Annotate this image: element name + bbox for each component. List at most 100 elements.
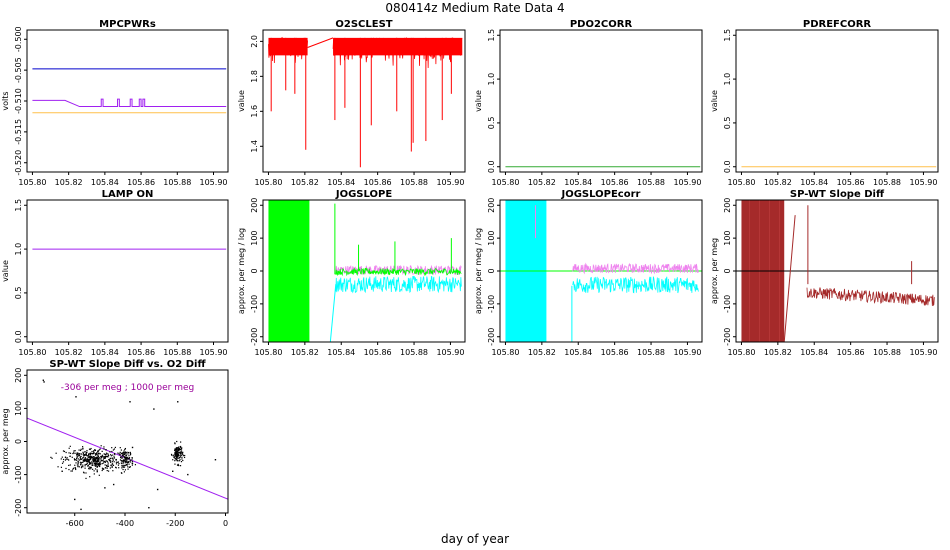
scatter-point: [106, 461, 109, 463]
scatter-point: [89, 452, 91, 454]
panel-title: LAMP ON: [102, 189, 154, 200]
scatter-point: [101, 450, 103, 452]
y-tick-label: 100: [487, 230, 496, 245]
x-tick-label: 105.84: [327, 348, 355, 357]
x-tick-label: 0: [223, 519, 228, 528]
scatter-point: [126, 458, 128, 460]
scatter-point: [175, 456, 178, 458]
x-tick-label: 105.82: [55, 178, 83, 187]
scatter-outlier: [80, 508, 82, 511]
scatter-point: [174, 451, 176, 454]
scatter-point: [90, 462, 92, 464]
scatter-point: [105, 464, 108, 467]
panel-ylabel: value: [474, 90, 483, 112]
scatter-point: [181, 447, 183, 449]
scatter-point: [119, 451, 121, 453]
scatter-point: [92, 468, 94, 470]
scatter-point: [62, 461, 65, 463]
scatter-point: [100, 458, 102, 460]
y-tick-label: 200: [723, 198, 732, 213]
scatter-point: [84, 458, 86, 460]
scatter-point: [129, 452, 131, 454]
y-tick-label: 100: [14, 401, 23, 416]
scatter-point: [123, 450, 125, 452]
scatter-point: [83, 456, 85, 458]
scatter-point: [78, 466, 80, 468]
scatter-point: [174, 460, 176, 462]
scatter-point: [101, 469, 103, 472]
scatter-point: [86, 463, 88, 466]
scatter-point: [85, 472, 87, 474]
scatter-point: [101, 467, 104, 469]
scatter-point: [99, 463, 102, 465]
scatter-point: [96, 469, 98, 471]
scatter-point: [176, 447, 179, 449]
x-tick-label: -400: [116, 519, 134, 528]
scatter-point: [89, 463, 91, 465]
noise-trace: [806, 287, 935, 307]
scatter-point: [74, 459, 76, 461]
scatter-point: [91, 457, 93, 459]
scatter-point: [180, 454, 182, 457]
scatter-point: [98, 462, 100, 464]
scatter-point: [104, 455, 106, 457]
scatter-point: [122, 465, 124, 467]
y-tick-label: 0.5: [14, 287, 23, 300]
scatter-point: [114, 452, 116, 455]
x-tick-label: 105.80: [727, 348, 755, 357]
scatter-point: [89, 456, 92, 458]
scatter-point: [170, 453, 173, 456]
scatter-point: [105, 467, 107, 469]
plot-area-jogslope: [268, 200, 462, 342]
scatter-point: [86, 449, 88, 452]
panel-frame: [26, 369, 229, 514]
noise-trace: [335, 275, 462, 294]
scatter-point: [178, 449, 180, 452]
x-tick-label: 105.84: [800, 348, 828, 357]
scatter-point: [98, 459, 100, 461]
scatter-point: [90, 468, 92, 470]
scatter-point: [177, 453, 179, 455]
panel-mpcpwrs: MPCPWRs volts 105.80 105.82 105.84 105.86 105.…: [1, 19, 229, 187]
x-tick-label: 105.80: [491, 178, 519, 187]
scatter-point: [121, 455, 124, 457]
scatter-point: [122, 461, 124, 463]
scatter-point: [175, 450, 177, 453]
scatter-point: [60, 466, 63, 468]
scatter-point: [112, 458, 114, 460]
scatter-point: [96, 465, 99, 468]
x-tick-label: 105.86: [364, 348, 392, 357]
scatter-point: [92, 462, 94, 464]
scatter-point: [77, 462, 79, 465]
scatter-point: [86, 458, 88, 460]
scatter-point: [93, 457, 95, 459]
panel-frame: [262, 199, 466, 343]
scatter-point: [68, 464, 70, 467]
y-tick-label: -100: [250, 295, 259, 313]
scatter-point: [89, 476, 91, 478]
scatter-point: [95, 456, 98, 458]
scatter-point: [178, 454, 180, 457]
scatter-point: [112, 470, 114, 472]
scatter-point: [105, 452, 108, 454]
scatter-outlier: [177, 401, 179, 403]
scatter-point: [121, 460, 123, 462]
scatter-outlier: [131, 446, 134, 449]
scatter-point: [91, 450, 93, 453]
scatter-point: [77, 458, 79, 460]
x-tick-label: 105.90: [200, 348, 228, 357]
scatter-point: [82, 454, 84, 456]
scatter-point: [89, 466, 91, 468]
scatter-point: [176, 440, 178, 443]
figure-title: 080414z Medium Rate Data 4: [385, 1, 564, 15]
scatter-point: [88, 458, 90, 460]
scatter-point: [89, 454, 92, 456]
scatter-outlier: [76, 452, 78, 454]
scatter-point: [175, 459, 177, 461]
x-tick-label: 105.88: [873, 178, 901, 187]
y-tick-label: 1.6: [250, 105, 259, 118]
scatter-outlier: [42, 379, 45, 381]
scatter-point: [73, 450, 75, 452]
x-tick-label: 105.80: [727, 178, 755, 187]
